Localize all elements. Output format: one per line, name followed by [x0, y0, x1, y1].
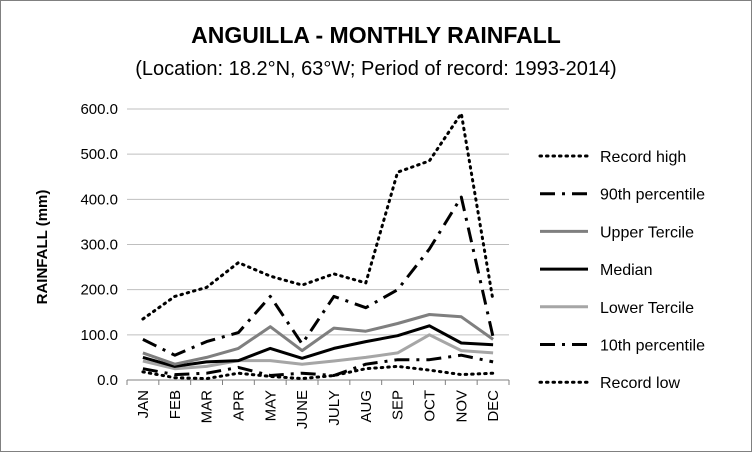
- series-line-10th-percentile: [142, 353, 494, 377]
- y-tick-label: 400.0: [80, 191, 118, 208]
- x-axis-ticks: JAN FEB MAR APR MAY JUNE JULY AUG SEP OCT NOV DEC: [126, 380, 510, 429]
- x-tick-label-jan: JAN: [135, 390, 152, 418]
- series-lines: [141, 112, 495, 381]
- y-tick-label: 200.0: [80, 282, 118, 299]
- series-line-record-high: [141, 112, 495, 321]
- y-axis-ticks: 0.0 100.0 200.0 300.0 400.0 500.0 600.0: [80, 101, 118, 389]
- x-tick-label-feb: FEB: [167, 390, 184, 419]
- legend-label-10th-percentile: 10th percentile: [600, 338, 705, 355]
- series-line-record-low: [141, 364, 495, 381]
- series-line-lower-tercile: [142, 333, 494, 371]
- y-axis-label: RAINFALL (mm): [34, 190, 51, 305]
- legend-label-record-high: Record high: [600, 149, 686, 166]
- legend-label-upper-tercile: Upper Tercile: [600, 224, 694, 241]
- series-line-upper-tercile: [142, 313, 494, 366]
- x-tick-label-may: MAY: [262, 390, 279, 421]
- series-line-90th-percentile: [142, 195, 495, 357]
- legend-label-record-low: Record low: [600, 375, 680, 392]
- y-tick-label: 100.0: [80, 327, 118, 344]
- y-tick-label: 300.0: [80, 237, 118, 254]
- legend-label-90th-percentile: 90th percentile: [600, 187, 705, 204]
- x-tick-label-apr: APR: [230, 390, 247, 421]
- legend-label-median: Median: [600, 262, 652, 279]
- x-tick-label-aug: AUG: [358, 390, 375, 423]
- x-tick-label-oct: OCT: [421, 390, 438, 422]
- legend: Record high 90th percentile Upper Tercile M…: [538, 149, 705, 392]
- x-tick-label-nov: NOV: [453, 390, 470, 423]
- series-line-median: [142, 324, 494, 368]
- x-tick-label-mar: MAR: [199, 390, 216, 424]
- x-tick-label-june: JUNE: [294, 390, 311, 429]
- chart-subtitle: (Location: 18.2°N, 63°W; Period of recor…: [135, 58, 617, 80]
- chart-title: ANGUILLA - MONTHLY RAINFALL: [191, 22, 561, 48]
- y-tick-label: 0.0: [97, 372, 118, 389]
- x-tick-label-sep: SEP: [390, 390, 407, 420]
- x-tick-label-dec: DEC: [485, 390, 502, 422]
- x-tick-label-july: JULY: [326, 390, 343, 426]
- legend-label-lower-tercile: Lower Tercile: [600, 300, 694, 317]
- y-tick-label: 500.0: [80, 146, 118, 163]
- y-tick-label: 600.0: [80, 101, 118, 118]
